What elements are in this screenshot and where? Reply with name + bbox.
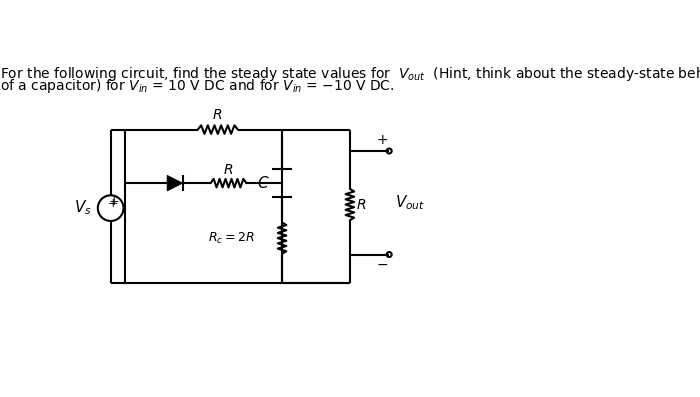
Text: +: + [108,197,118,210]
Circle shape [386,252,392,257]
Text: $V_{out}$: $V_{out}$ [395,193,425,212]
Text: of a capacitor) for $V_{in}$ = 10 V DC and for $V_{in}$ = −10 V DC.: of a capacitor) for $V_{in}$ = 10 V DC a… [0,77,395,95]
Text: C: C [257,175,268,191]
Text: +: + [109,195,120,208]
Text: $R_c = 2R$: $R_c = 2R$ [209,231,255,246]
Text: +: + [376,133,388,146]
Text: For the following circuit, find the steady state values for  $V_{out}$  (Hint, t: For the following circuit, find the stea… [0,66,700,83]
Polygon shape [167,175,183,191]
Text: R: R [213,108,223,122]
Circle shape [386,148,392,154]
Text: R: R [356,198,366,212]
Text: $V_s$: $V_s$ [74,199,92,218]
Text: R: R [224,163,233,177]
Text: −: − [376,258,388,272]
